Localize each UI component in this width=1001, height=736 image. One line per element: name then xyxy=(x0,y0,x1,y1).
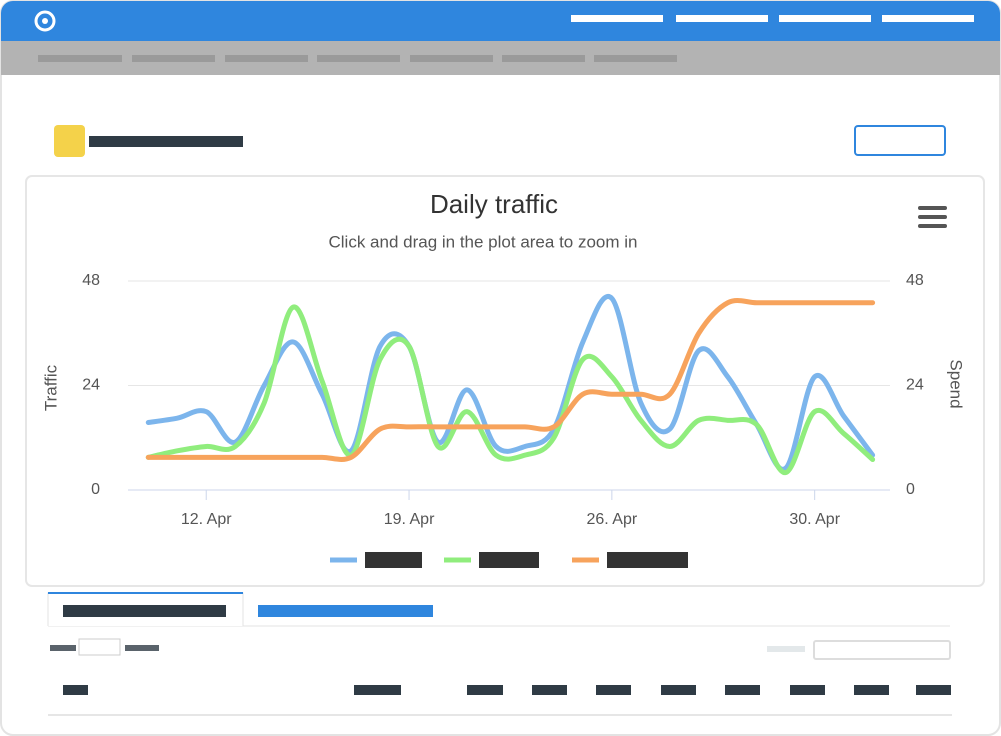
menu-line xyxy=(918,206,947,210)
y-axis-title: Traffic xyxy=(41,364,60,411)
page-heading xyxy=(89,136,243,147)
sub-nav-item[interactable] xyxy=(410,55,493,62)
entries-select[interactable] xyxy=(78,638,121,656)
x-tick-label: 12. Apr xyxy=(181,511,232,528)
y2-axis-title: Spend xyxy=(947,359,966,408)
column-header[interactable] xyxy=(596,685,631,695)
sub-nav-item[interactable] xyxy=(317,55,400,62)
chart-subtitle: Click and drag in the plot area to zoom … xyxy=(328,232,637,251)
y-tick-label: 48 xyxy=(82,272,100,289)
sub-nav-item[interactable] xyxy=(38,55,122,62)
logo-dot xyxy=(42,18,48,24)
y-tick-label: 24 xyxy=(82,377,100,394)
x-tick-label: 26. Apr xyxy=(587,511,638,528)
menu-line xyxy=(918,215,947,219)
column-header[interactable] xyxy=(916,685,951,695)
sub-nav-item[interactable] xyxy=(502,55,585,62)
column-header[interactable] xyxy=(63,685,88,695)
y-tick-label: 0 xyxy=(91,481,100,498)
sub-nav-item[interactable] xyxy=(225,55,308,62)
chart-title: Daily traffic xyxy=(430,189,558,219)
chart-card xyxy=(25,175,985,587)
nav-item[interactable] xyxy=(676,15,768,22)
show-label xyxy=(50,645,76,651)
y2-tick-label: 24 xyxy=(906,377,924,394)
nav-item[interactable] xyxy=(571,15,663,22)
button[interactable] xyxy=(854,125,946,156)
entries-label xyxy=(125,645,159,651)
legend xyxy=(330,552,688,568)
legend-label[interactable] xyxy=(479,552,539,568)
plot[interactable]: 0 24 48 0 24 48 12. Apr 19. Apr 26. Apr 30. Apr xyxy=(82,272,924,528)
series-line xyxy=(145,298,876,462)
column-header[interactable] xyxy=(354,685,401,695)
top-bar xyxy=(1,1,1000,41)
legend-label[interactable] xyxy=(607,552,688,568)
column-header[interactable] xyxy=(790,685,825,695)
legend-label[interactable] xyxy=(365,552,422,568)
logo xyxy=(34,10,56,32)
x-tick-label: 19. Apr xyxy=(384,511,435,528)
y2-tick-label: 48 xyxy=(906,272,924,289)
nav-item[interactable] xyxy=(779,15,871,22)
column-header[interactable] xyxy=(532,685,567,695)
x-tick-label: 30. Apr xyxy=(789,511,840,528)
series-line xyxy=(145,304,876,476)
nav-item[interactable] xyxy=(882,15,974,22)
sub-nav-item[interactable] xyxy=(594,55,677,62)
column-header[interactable] xyxy=(467,685,503,695)
menu-button[interactable] xyxy=(918,206,947,228)
sub-nav xyxy=(38,55,677,62)
search-label xyxy=(767,646,805,652)
menu-line xyxy=(918,224,947,228)
column-header[interactable] xyxy=(725,685,760,695)
sub-nav-item[interactable] xyxy=(132,55,215,62)
table-header xyxy=(63,685,951,695)
search-input[interactable] xyxy=(813,640,951,660)
tab[interactable] xyxy=(258,605,433,617)
page-icon xyxy=(54,125,85,157)
tab-label xyxy=(63,605,226,617)
column-header[interactable] xyxy=(854,685,889,695)
y2-tick-label: 0 xyxy=(906,481,915,498)
column-header[interactable] xyxy=(661,685,696,695)
